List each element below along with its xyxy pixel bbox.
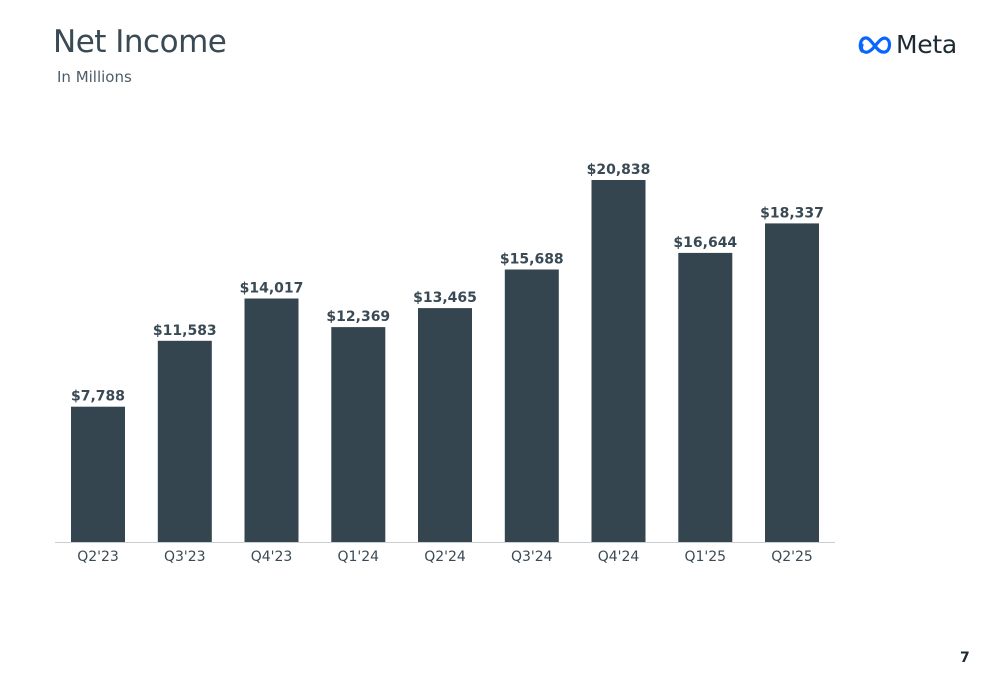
- data-label-0: $7,788: [71, 389, 125, 405]
- bar-5: [504, 269, 559, 542]
- x-tick-label-5: Q3'24: [511, 549, 553, 565]
- x-tick-label-7: Q1'25: [685, 549, 727, 565]
- data-label-5: $15,688: [500, 252, 564, 268]
- x-tick-label-8: Q2'25: [771, 549, 813, 565]
- data-label-1: $11,583: [153, 323, 217, 339]
- data-label-7: $16,644: [673, 235, 737, 251]
- meta-infinity-icon: [858, 35, 892, 54]
- data-label-2: $14,017: [240, 281, 304, 297]
- data-label-3: $12,369: [326, 309, 390, 325]
- bar-1: [157, 340, 212, 542]
- page-subtitle: In Millions: [57, 68, 132, 86]
- bar-2: [244, 298, 299, 542]
- x-tick-label-1: Q3'23: [164, 549, 206, 565]
- bar-4: [418, 308, 472, 542]
- bar-3: [331, 327, 386, 542]
- data-label-8: $18,337: [760, 205, 824, 221]
- meta-logo: Meta: [858, 30, 957, 59]
- x-tick-label-4: Q2'24: [424, 549, 466, 565]
- x-tick-label-6: Q4'24: [598, 549, 640, 565]
- page-number: 7: [960, 650, 970, 666]
- x-tick-label-3: Q1'24: [338, 549, 380, 565]
- x-tick-label-0: Q2'23: [77, 549, 119, 565]
- data-label-4: $13,465: [413, 290, 477, 306]
- page-title: Net Income: [53, 24, 227, 60]
- bar-6: [591, 180, 646, 542]
- bar-8: [765, 223, 819, 542]
- meta-logo-text: Meta: [896, 30, 957, 59]
- bar-0: [71, 406, 125, 542]
- x-tick-label-2: Q4'23: [251, 549, 293, 565]
- data-label-6: $20,838: [587, 162, 651, 178]
- bar-7: [678, 252, 733, 542]
